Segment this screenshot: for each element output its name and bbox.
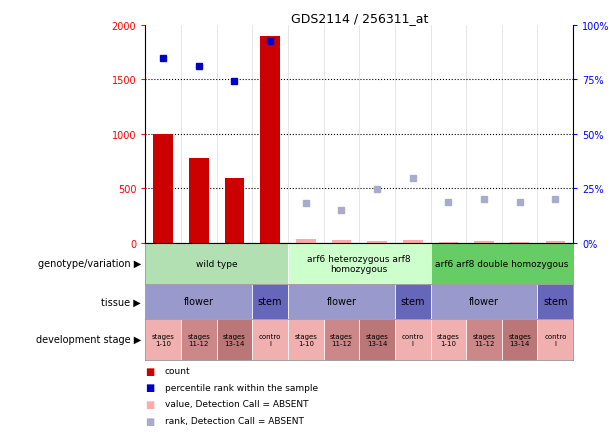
Text: rank, Detection Call = ABSENT: rank, Detection Call = ABSENT [165, 416, 304, 425]
Text: stages
1-10: stages 1-10 [151, 333, 175, 346]
Text: stem: stem [543, 297, 568, 306]
Text: flower: flower [469, 297, 499, 306]
Text: arf6 arf8 double homozygous: arf6 arf8 double homozygous [435, 259, 568, 268]
Bar [288, 319, 324, 360]
Text: stages
13-14: stages 13-14 [508, 333, 531, 346]
Text: stages
11-12: stages 11-12 [330, 333, 353, 346]
Text: ■: ■ [145, 383, 154, 392]
Text: genotype/variation ▶: genotype/variation ▶ [38, 259, 141, 269]
Text: development stage ▶: development stage ▶ [36, 335, 141, 345]
Bar [288, 243, 430, 284]
Bar [502, 319, 538, 360]
Title: GDS2114 / 256311_at: GDS2114 / 256311_at [291, 12, 428, 25]
Text: contro
l: contro l [259, 333, 281, 346]
Bar [430, 284, 538, 319]
Text: wild type: wild type [196, 259, 237, 268]
Bar [261, 37, 280, 243]
Text: ■: ■ [145, 366, 154, 376]
Bar [403, 241, 422, 243]
Text: stem: stem [258, 297, 283, 306]
Bar [438, 242, 458, 243]
Text: tissue ▶: tissue ▶ [101, 297, 141, 306]
Text: contro
l: contro l [544, 333, 566, 346]
Bar [216, 319, 253, 360]
Text: stages
13-14: stages 13-14 [223, 333, 246, 346]
Text: ■: ■ [145, 399, 154, 409]
Bar [145, 319, 181, 360]
Text: stages
1-10: stages 1-10 [437, 333, 460, 346]
Bar [296, 240, 316, 243]
Bar [189, 158, 208, 243]
Text: count: count [165, 367, 191, 375]
Bar [359, 319, 395, 360]
Text: percentile rank within the sample: percentile rank within the sample [165, 383, 318, 392]
Bar [224, 179, 244, 243]
Text: stages
1-10: stages 1-10 [294, 333, 317, 346]
Text: stages
13-14: stages 13-14 [365, 333, 389, 346]
Bar [395, 284, 430, 319]
Bar [430, 243, 573, 284]
Bar [324, 319, 359, 360]
Bar [474, 242, 494, 243]
Text: stages
11-12: stages 11-12 [188, 333, 210, 346]
Text: arf6 heterozygous arf8
homozygous: arf6 heterozygous arf8 homozygous [307, 254, 411, 273]
Bar [430, 319, 466, 360]
Bar [395, 319, 430, 360]
Bar [367, 241, 387, 243]
Bar [253, 284, 288, 319]
Bar [332, 241, 351, 243]
Bar [145, 284, 253, 319]
Text: value, Detection Call = ABSENT: value, Detection Call = ABSENT [165, 400, 308, 408]
Bar [538, 284, 573, 319]
Bar [145, 243, 288, 284]
Text: stages
11-12: stages 11-12 [473, 333, 495, 346]
Bar [466, 319, 502, 360]
Text: flower: flower [326, 297, 356, 306]
Bar [538, 319, 573, 360]
Text: contro
l: contro l [402, 333, 424, 346]
Bar [510, 242, 530, 243]
Text: stem: stem [400, 297, 425, 306]
Bar [153, 135, 173, 243]
Bar [288, 284, 395, 319]
Bar [253, 319, 288, 360]
Text: ■: ■ [145, 416, 154, 425]
Bar [181, 319, 216, 360]
Text: flower: flower [184, 297, 214, 306]
Bar [546, 242, 565, 243]
